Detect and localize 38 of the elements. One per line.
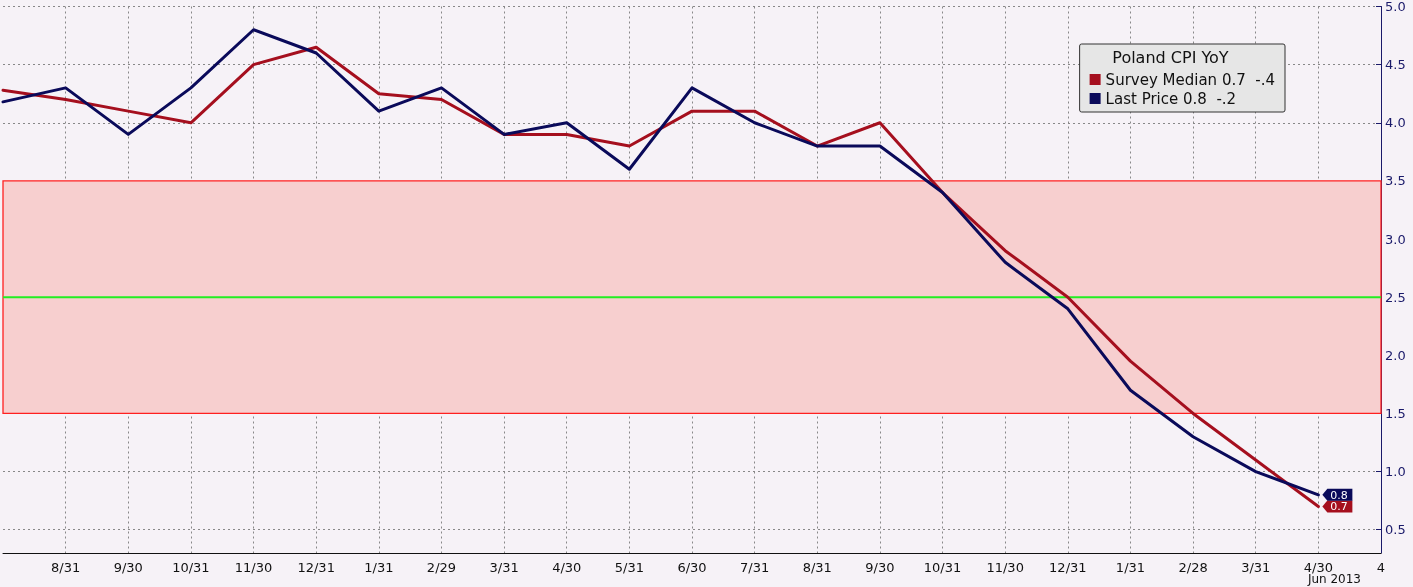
y-tick-label: 3.5 — [1385, 173, 1406, 189]
x-tick-label: 4/30 — [1303, 560, 1333, 575]
legend-label: Survey Median 0.7 -.4 — [1105, 70, 1275, 89]
y-tick-label: 0.5 — [1385, 522, 1406, 538]
x-tick-label: 12/31 — [1049, 560, 1087, 575]
x-tick-label: 4 — [1376, 560, 1386, 575]
y-tick-label: 2.5 — [1385, 289, 1406, 305]
x-tick-label: 8/31 — [51, 560, 81, 575]
x-tick-label: 3/31 — [1241, 560, 1271, 575]
data-label: 0.7 — [1330, 500, 1348, 514]
x-tick-label: 1/31 — [364, 560, 394, 575]
x-tick-label: 2/28 — [1178, 560, 1208, 575]
y-tick-label: 4.5 — [1385, 57, 1406, 73]
legend-label: Last Price 0.8 -.2 — [1105, 89, 1237, 108]
x-tick-label: 12/31 — [297, 560, 335, 575]
y-tick-label: 2.0 — [1385, 347, 1406, 363]
x-tick-label: 10/31 — [923, 560, 962, 575]
x-tick-label: 10/31 — [172, 560, 210, 575]
y-tick-label: 1.5 — [1385, 405, 1406, 421]
x-tick-label: 7/31 — [740, 560, 770, 575]
x-tick-label: 2/29 — [426, 560, 457, 575]
y-tick-label: 3.0 — [1385, 231, 1406, 247]
legend-title: Poland CPI YoY — [1112, 48, 1229, 67]
x-tick-label: 1/31 — [1115, 560, 1146, 575]
x-tick-label: 5/31 — [614, 560, 644, 575]
x-tick-label: 9/30 — [113, 560, 143, 575]
x-tick-label: 4/30 — [552, 560, 582, 575]
x-tick-label: 6/30 — [677, 560, 707, 575]
x-tick-label: 11/30 — [986, 560, 1024, 575]
y-tick-label: 4.0 — [1385, 115, 1406, 131]
data-label: 0.8 — [1330, 488, 1348, 502]
y-tick-label: 5.0 — [1385, 0, 1406, 14]
y-tick-label: 1.0 — [1385, 464, 1406, 480]
x-tick-label: 3/31 — [489, 560, 519, 575]
x-tick-label: 11/30 — [234, 560, 273, 575]
text: Jun 2013 — [1306, 572, 1362, 586]
x-tick-label: 9/30 — [865, 560, 895, 575]
x-tick-label: 8/31 — [802, 560, 832, 575]
